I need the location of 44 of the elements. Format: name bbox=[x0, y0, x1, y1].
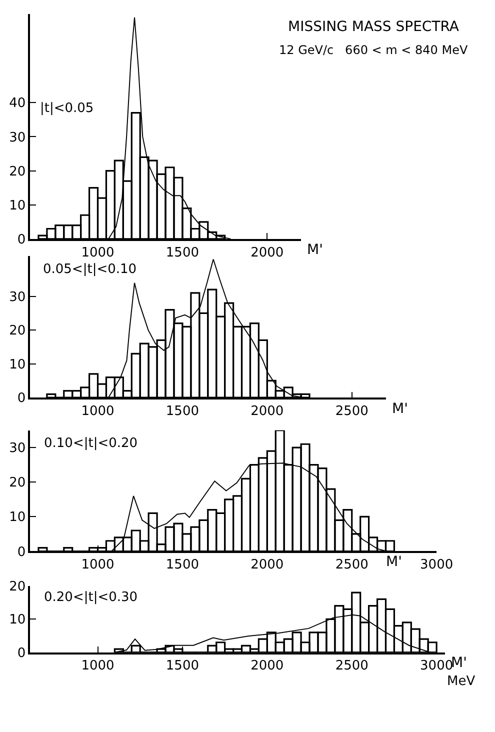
y-tick-label: 10 bbox=[9, 198, 26, 214]
annotation: 0.20<|t|<0.30 bbox=[44, 590, 138, 605]
y-tick-label: 30 bbox=[9, 441, 26, 456]
text: MISSING MASS SPECTRA bbox=[288, 19, 460, 35]
x-tick-label: 2000 bbox=[250, 245, 284, 260]
x-tick-label: 2500 bbox=[335, 658, 368, 674]
x-axis-title: M' bbox=[386, 554, 402, 570]
y-tick-label: 0 bbox=[17, 232, 26, 248]
x-tick-label: 2000 bbox=[250, 658, 284, 674]
x-tick-label: 2000 bbox=[250, 404, 284, 419]
y-tick-label: 10 bbox=[9, 612, 26, 628]
x-tick-label: 1000 bbox=[81, 404, 114, 419]
x-tick-label: 1500 bbox=[166, 658, 200, 674]
x-tick-label: 2500 bbox=[335, 404, 368, 419]
y-tick-label: 30 bbox=[9, 130, 26, 146]
x-axis-title: M' bbox=[307, 242, 323, 258]
x-axis-title: M' bbox=[451, 655, 467, 671]
y-tick-label: 20 bbox=[9, 579, 26, 594]
annotation: 0.05<|t|<0.10 bbox=[43, 262, 137, 277]
x-tick-label: 1500 bbox=[166, 558, 200, 573]
x-tick-label: 3000 bbox=[420, 558, 454, 573]
y-tick-label: 0 bbox=[17, 544, 26, 560]
x-tick-label: 2500 bbox=[335, 558, 368, 573]
y-tick-label: 0 bbox=[17, 391, 26, 406]
y-tick-label: 10 bbox=[9, 510, 26, 526]
text: MeV bbox=[447, 674, 476, 689]
y-tick-label: 20 bbox=[9, 476, 26, 491]
x-tick-label: 1000 bbox=[81, 245, 114, 260]
x-tick-label: 3000 bbox=[420, 658, 454, 674]
text: 12 GeV/c 660 < m < 840 MeV bbox=[279, 43, 468, 57]
annotation: 0.10<|t|<0.20 bbox=[44, 436, 138, 451]
x-axis-title: M' bbox=[392, 401, 408, 417]
x-tick-label: 1000 bbox=[81, 658, 114, 674]
y-tick-label: 0 bbox=[17, 646, 26, 661]
x-tick-label: 1500 bbox=[166, 404, 200, 419]
x-tick-label: 2000 bbox=[250, 558, 284, 573]
x-tick-label: 1500 bbox=[166, 245, 200, 260]
y-tick-label: 30 bbox=[9, 290, 26, 305]
annotation: |t|<0.05 bbox=[40, 101, 94, 116]
y-tick-label: 20 bbox=[9, 164, 26, 180]
y-tick-label: 20 bbox=[9, 324, 26, 339]
x-tick-label: 1000 bbox=[81, 558, 114, 573]
y-tick-label: 10 bbox=[9, 357, 26, 372]
y-tick-label: 40 bbox=[9, 96, 26, 112]
